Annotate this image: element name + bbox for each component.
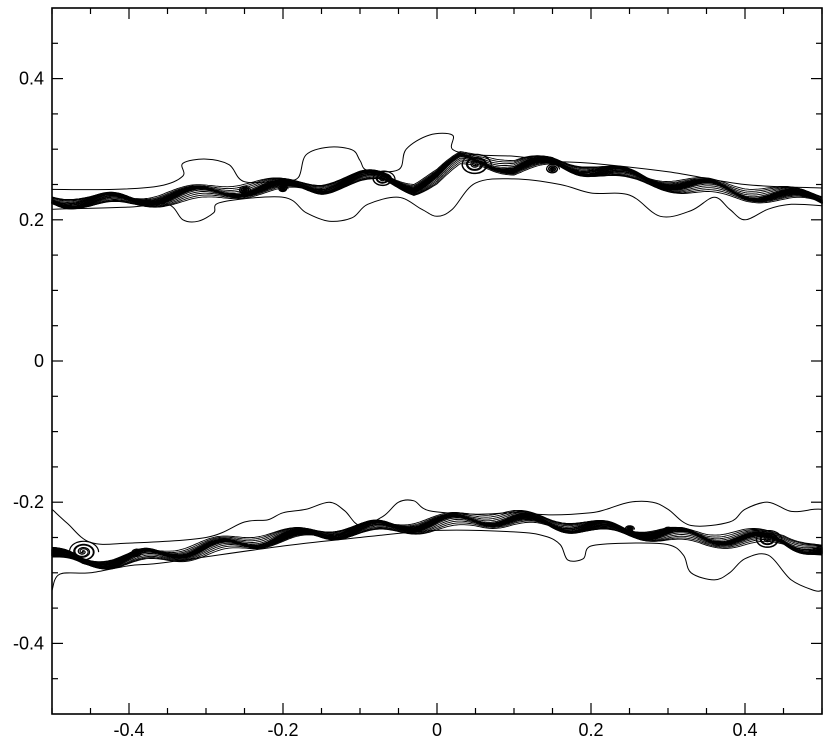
axis-tick-labels: -0.4 -0.2 0 0.2 0.4 -0.4 -0.2 0 0.2 0.4 [13, 69, 758, 739]
contour-line [51, 156, 823, 210]
x-tick-label: -0.2 [267, 720, 298, 739]
y-tick-label: 0 [34, 351, 44, 371]
contour-line [51, 518, 823, 570]
vortex-spiral [624, 526, 634, 533]
contour-line [51, 520, 823, 570]
shear-layer-upper [51, 132, 823, 223]
contour-lines [51, 132, 823, 592]
vortex-spiral [663, 527, 673, 534]
x-tick-label: 0.2 [578, 720, 603, 739]
contour-line [51, 154, 823, 210]
contour-line [51, 153, 823, 202]
contour-line [51, 161, 823, 208]
contour-line [51, 152, 823, 201]
x-tick-label: -0.4 [113, 720, 144, 739]
contour-line [51, 511, 823, 563]
y-tick-label: 0.2 [19, 210, 44, 230]
contour-line [51, 510, 823, 563]
contour-line [51, 163, 823, 208]
vortex-spiral [372, 172, 393, 187]
contour-line [51, 519, 823, 570]
vortex-spiral [461, 156, 488, 175]
axis-ticks [51, 8, 823, 714]
vortex-spiral [278, 185, 288, 193]
plot-frame [51, 7, 823, 715]
contour-line [51, 151, 823, 200]
contour-line [51, 153, 823, 210]
vortex-spiral [546, 165, 558, 174]
contour-line [51, 521, 823, 569]
vortex-spiral [755, 532, 779, 548]
x-tick-label: 0 [432, 720, 442, 739]
vortex-spiral [238, 186, 250, 194]
contour-line [51, 159, 823, 209]
y-tick-label: 0.4 [19, 69, 44, 89]
outer-contour-lower [51, 529, 823, 592]
shear-layer-lower [51, 499, 823, 592]
outer-contour-lower [51, 178, 823, 223]
x-tick-label: 0.4 [732, 720, 757, 739]
outer-contour-upper [51, 499, 823, 545]
y-tick-label: -0.4 [13, 633, 44, 653]
vortex-spiral [131, 549, 142, 557]
contour-line [51, 509, 823, 563]
contour-line [51, 157, 823, 209]
contour-line [51, 153, 823, 201]
vortex-spiral [68, 543, 95, 561]
y-tick-label: -0.2 [13, 492, 44, 512]
